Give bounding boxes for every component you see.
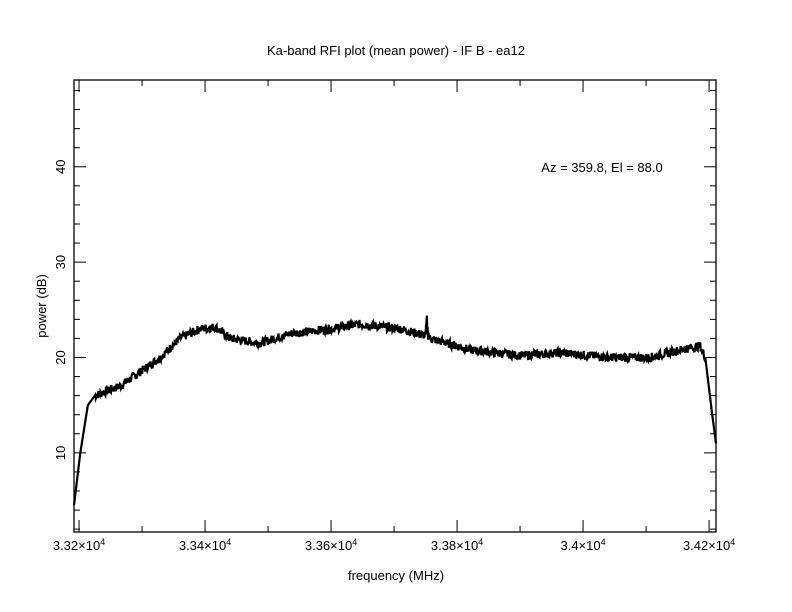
x-tick-label: 3.4×104 <box>560 537 605 553</box>
y-tick-label: 10 <box>53 446 68 460</box>
y-axis-label: power (dB) <box>34 274 49 338</box>
plot-frame <box>73 79 717 533</box>
y-tick-label: 40 <box>53 160 68 174</box>
x-tick-label: 3.32×104 <box>53 537 105 553</box>
series-line <box>72 315 718 506</box>
chart-title: Ka-band RFI plot (mean power) - IF B - e… <box>267 43 525 58</box>
y-tick-label: 20 <box>53 350 68 364</box>
x-tick-label: 3.36×104 <box>305 537 357 553</box>
y-tick-label: 30 <box>53 255 68 269</box>
annotation: Az = 359.8, El = 88.0 <box>541 160 662 175</box>
x-tick-label: 3.34×104 <box>179 537 231 553</box>
x-tick-label: 3.42×104 <box>683 537 735 553</box>
x-tick-label: 3.38×104 <box>431 537 483 553</box>
x-axis-label: frequency (MHz) <box>348 568 444 583</box>
